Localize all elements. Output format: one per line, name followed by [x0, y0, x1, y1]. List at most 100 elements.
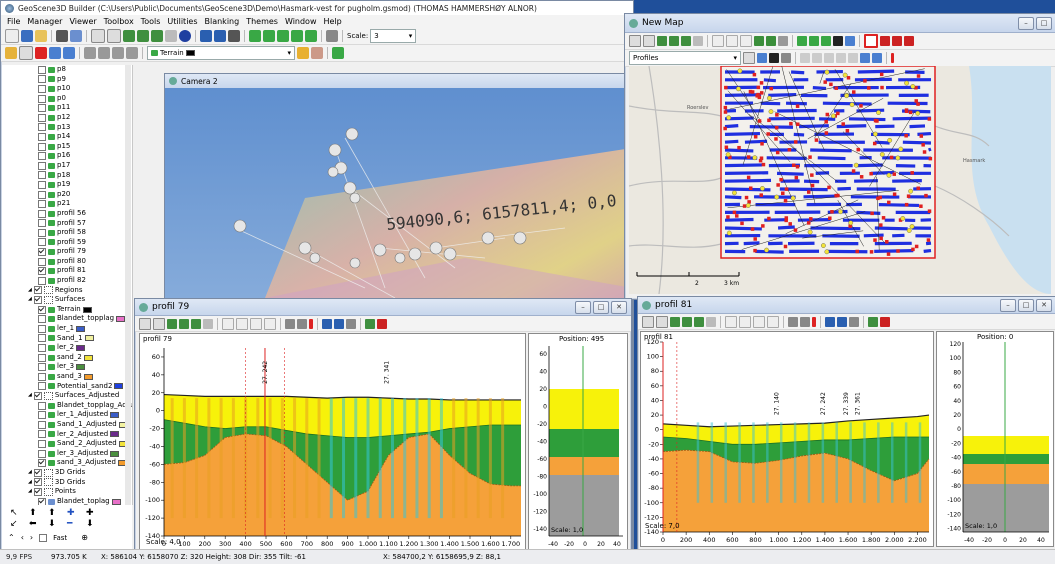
- select-multiple-icon[interactable]: [656, 316, 668, 328]
- tree-item-checkbox[interactable]: [38, 498, 46, 505]
- profile-edit-icon[interactable]: [809, 36, 819, 46]
- maximize-button[interactable]: □: [593, 301, 609, 314]
- tree-item-checkbox[interactable]: [38, 306, 46, 314]
- tree-item-checkbox[interactable]: [38, 354, 46, 362]
- nav-zoom-out-icon[interactable]: ⬇: [86, 520, 105, 529]
- point-add-icon[interactable]: [833, 36, 843, 46]
- tree-item-checkbox[interactable]: [38, 85, 46, 93]
- zoom-in-icon[interactable]: [739, 316, 751, 328]
- tree-item-checkbox[interactable]: [34, 296, 42, 304]
- select-multiple-icon[interactable]: [643, 35, 655, 47]
- minimize-button[interactable]: –: [1000, 299, 1016, 312]
- redo-icon[interactable]: [812, 53, 822, 63]
- tree-item[interactable]: p18: [2, 171, 132, 181]
- prev-icon[interactable]: [825, 317, 835, 327]
- remove-icon[interactable]: [377, 319, 387, 329]
- new-icon[interactable]: [5, 29, 19, 43]
- tree-item[interactable]: Terrain: [2, 305, 132, 315]
- menu-item-tools[interactable]: Tools: [141, 17, 161, 26]
- minimize-button[interactable]: –: [575, 301, 591, 314]
- node-move-icon[interactable]: [694, 317, 704, 327]
- table-icon[interactable]: [872, 53, 882, 63]
- tree-item-checkbox[interactable]: [34, 469, 42, 477]
- menu-item-manager[interactable]: Manager: [27, 17, 62, 26]
- zoom-extent-icon[interactable]: [754, 36, 764, 46]
- rotate-left-icon[interactable]: ‹: [21, 533, 24, 542]
- remove-icon[interactable]: [880, 317, 890, 327]
- tree-item[interactable]: ◢Regions: [2, 286, 132, 296]
- eraser-icon[interactable]: [311, 47, 323, 59]
- tree-item[interactable]: Blandet_toplag: [2, 497, 132, 505]
- pan-icon[interactable]: [712, 35, 724, 47]
- tree-scrollbar[interactable]: [125, 65, 131, 505]
- tree-item[interactable]: p13: [2, 123, 132, 133]
- tree-item-checkbox[interactable]: [38, 210, 46, 218]
- tree-item[interactable]: profil 57: [2, 219, 132, 229]
- tree-item[interactable]: sand_3_Adjusted: [2, 458, 132, 468]
- zoom-extent-icon[interactable]: [264, 318, 276, 330]
- nav-raise-icon[interactable]: ✚: [67, 509, 86, 518]
- sync-icon[interactable]: [346, 319, 356, 329]
- select-multiple-icon[interactable]: [107, 29, 121, 43]
- fast-checkbox[interactable]: [39, 534, 47, 542]
- menu-item-file[interactable]: File: [7, 17, 20, 26]
- tree-item[interactable]: ◢Points: [2, 487, 132, 497]
- nav-tilt-down-left-icon[interactable]: ↙: [10, 520, 29, 529]
- binoculars-icon[interactable]: [56, 30, 68, 42]
- tree-item-checkbox[interactable]: [38, 200, 46, 208]
- node-move-icon[interactable]: [151, 30, 163, 42]
- tree-item-checkbox[interactable]: [38, 75, 46, 83]
- menu-item-viewer[interactable]: Viewer: [69, 17, 96, 26]
- maximize-button[interactable]: □: [1018, 299, 1034, 312]
- tree-item[interactable]: p0: [2, 94, 132, 104]
- tree-item[interactable]: profil 81: [2, 266, 132, 276]
- node-edit-icon[interactable]: [669, 36, 679, 46]
- tree-item-checkbox[interactable]: [38, 315, 46, 323]
- minimize-button[interactable]: –: [1018, 17, 1034, 30]
- nav-zoom-in-icon[interactable]: ✚: [86, 509, 105, 518]
- tree-item-checkbox[interactable]: [38, 373, 46, 381]
- grid-icon[interactable]: [214, 30, 226, 42]
- tree-item[interactable]: profil 79: [2, 247, 132, 257]
- tree-item-checkbox[interactable]: [38, 95, 46, 103]
- export-icon[interactable]: [365, 319, 375, 329]
- tree-item[interactable]: ler_1: [2, 324, 132, 334]
- tree-item[interactable]: Sand_2_Adjusted: [2, 439, 132, 449]
- menu-item-window[interactable]: Window: [285, 17, 317, 26]
- move-down-icon[interactable]: [63, 47, 75, 59]
- tree-item-checkbox[interactable]: [38, 66, 46, 74]
- select-icon[interactable]: [642, 316, 654, 328]
- profile-split-icon[interactable]: [277, 30, 289, 42]
- zoom-in-icon[interactable]: [726, 35, 738, 47]
- expand-icon[interactable]: ◢: [28, 478, 32, 488]
- tree-item[interactable]: profil 80: [2, 257, 132, 267]
- info-icon[interactable]: [179, 30, 191, 42]
- nav-left-icon[interactable]: ⬅: [29, 520, 48, 529]
- profile-edit-icon[interactable]: [263, 30, 275, 42]
- tree-item-checkbox[interactable]: [38, 143, 46, 151]
- delete-icon[interactable]: [693, 36, 703, 46]
- pencil-icon[interactable]: [297, 47, 309, 59]
- zoom-layer-icon[interactable]: [766, 36, 776, 46]
- node-add-icon[interactable]: [670, 317, 680, 327]
- zoom-in-icon[interactable]: [236, 318, 248, 330]
- zoom-reset-icon[interactable]: ⊕: [81, 533, 88, 542]
- tree-item[interactable]: ◢Surfaces: [2, 295, 132, 305]
- profile-delete-icon[interactable]: [305, 30, 317, 42]
- tree-item-checkbox[interactable]: [34, 286, 42, 294]
- select-icon[interactable]: [91, 29, 105, 43]
- color-icon[interactable]: [892, 36, 902, 46]
- prev-icon[interactable]: [322, 319, 332, 329]
- tree-item-checkbox[interactable]: [38, 277, 46, 285]
- export-icon[interactable]: [868, 317, 878, 327]
- tree-item-checkbox[interactable]: [38, 238, 46, 246]
- remove-layer-icon[interactable]: [35, 47, 47, 59]
- nav-tilt-up-left-icon[interactable]: ↖: [10, 509, 29, 518]
- add-layer-icon[interactable]: [5, 47, 17, 59]
- tree-item-checkbox[interactable]: [38, 123, 46, 131]
- tree-item-checkbox[interactable]: [38, 229, 46, 237]
- tree-item-checkbox[interactable]: [38, 421, 46, 429]
- play-icon[interactable]: [84, 47, 96, 59]
